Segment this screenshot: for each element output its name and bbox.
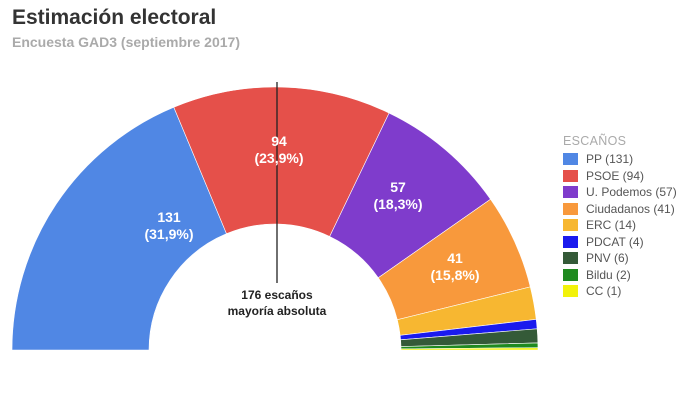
legend-item: U. Podemos (57) [563,184,677,201]
legend-item: PSOE (94) [563,168,677,185]
slice-pct-label: (23,9%) [254,150,303,166]
slice-pp [11,106,227,351]
legend-label: U. Podemos (57) [586,185,677,200]
legend-swatch [563,235,578,248]
legend-swatch [563,169,578,182]
legend-item: Ciudadanos (41) [563,201,677,218]
slice-value-label: 131 [157,209,181,225]
legend-label: ERC (14) [586,218,637,233]
slice-value-label: 41 [447,250,463,266]
slice-value-label: 57 [390,179,406,195]
legend-item: ERC (14) [563,217,677,234]
legend-label: PDCAT (4) [586,234,644,249]
legend-swatch [563,268,578,281]
legend-item: PP (131) [563,151,677,168]
chart-subtitle: Encuesta GAD3 (septiembre 2017) [12,34,240,50]
legend-label: PP (131) [586,152,634,167]
majority-label-line1: 176 escaños [241,288,313,302]
legend-item: CC (1) [563,283,677,300]
legend-label: CC (1) [586,284,622,299]
legend: ESCAÑOS PP (131) PSOE (94) U. Podemos (57)… [563,134,677,300]
legend-item: PDCAT (4) [563,234,677,251]
chart-title: Estimación electoral [12,6,217,29]
slice-cc [400,347,539,351]
legend-swatch [563,285,578,298]
legend-item: Bildu (2) [563,267,677,284]
majority-label-line2: mayoría absoluta [228,304,327,318]
legend-item: PNV (6) [563,250,677,267]
legend-label: Ciudadanos (41) [586,201,675,216]
legend-label: PSOE (94) [586,168,645,183]
slice-pct-label: (15,8%) [430,267,479,283]
slice-value-label: 94 [271,133,287,149]
legend-swatch [563,252,578,265]
legend-label: PNV (6) [586,251,629,266]
slice-psoe [173,86,390,237]
legend-swatch [563,202,578,215]
legend-swatch [563,153,578,166]
slice-pct-label: (31,9%) [144,226,193,242]
legend-title: ESCAÑOS [563,134,627,148]
legend-swatch [563,219,578,232]
legend-label: Bildu (2) [586,267,631,282]
legend-swatch [563,186,578,199]
slice-pct-label: (18,3%) [373,196,422,212]
